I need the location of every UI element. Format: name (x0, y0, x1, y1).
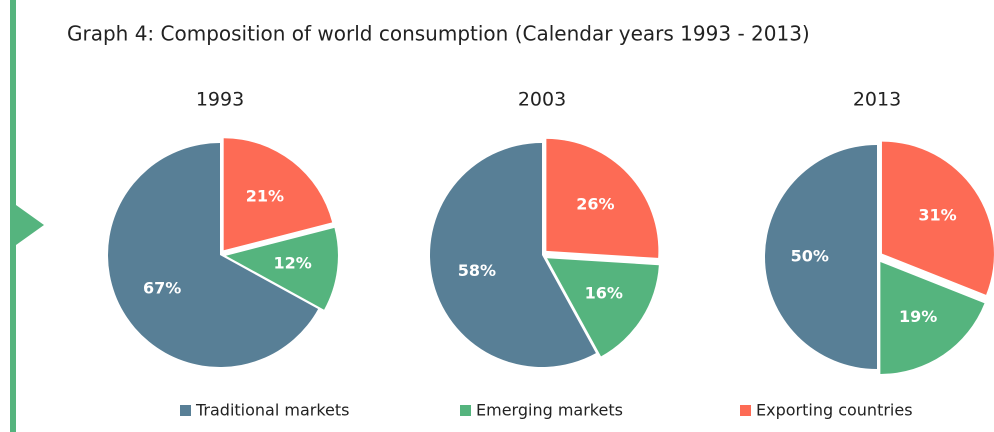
legend-label: Exporting countries (756, 401, 913, 420)
pie-slice (765, 145, 877, 369)
slice-label: 58% (458, 261, 496, 280)
pie-slice (108, 143, 319, 367)
pie-slice (430, 143, 596, 367)
slice-label: 16% (585, 284, 623, 303)
slice-label: 21% (246, 187, 284, 206)
legend-swatch (180, 405, 191, 416)
page-title: Graph 4: Composition of world consumptio… (67, 22, 810, 46)
pie-slice (547, 258, 659, 357)
slice-label: 19% (899, 307, 937, 326)
side-arrow (16, 205, 44, 245)
pie-slice (880, 261, 985, 374)
pie-slice (546, 138, 659, 258)
pie-slice (225, 227, 338, 310)
pie-slice (223, 138, 333, 251)
pie-title: 1993 (196, 89, 244, 111)
legend-swatch (460, 405, 471, 416)
pie-slice (881, 141, 994, 295)
legend-label: Traditional markets (195, 401, 350, 420)
slice-label: 12% (273, 254, 311, 273)
legend-label: Emerging markets (476, 401, 623, 420)
legend-swatch (740, 405, 751, 416)
slice-label: 26% (576, 194, 614, 213)
pie-title: 2003 (518, 89, 566, 111)
slice-label: 67% (143, 279, 181, 298)
slice-label: 31% (918, 205, 956, 224)
pie-title: 2013 (853, 89, 901, 111)
slice-label: 50% (791, 247, 829, 266)
side-bar (10, 0, 16, 432)
